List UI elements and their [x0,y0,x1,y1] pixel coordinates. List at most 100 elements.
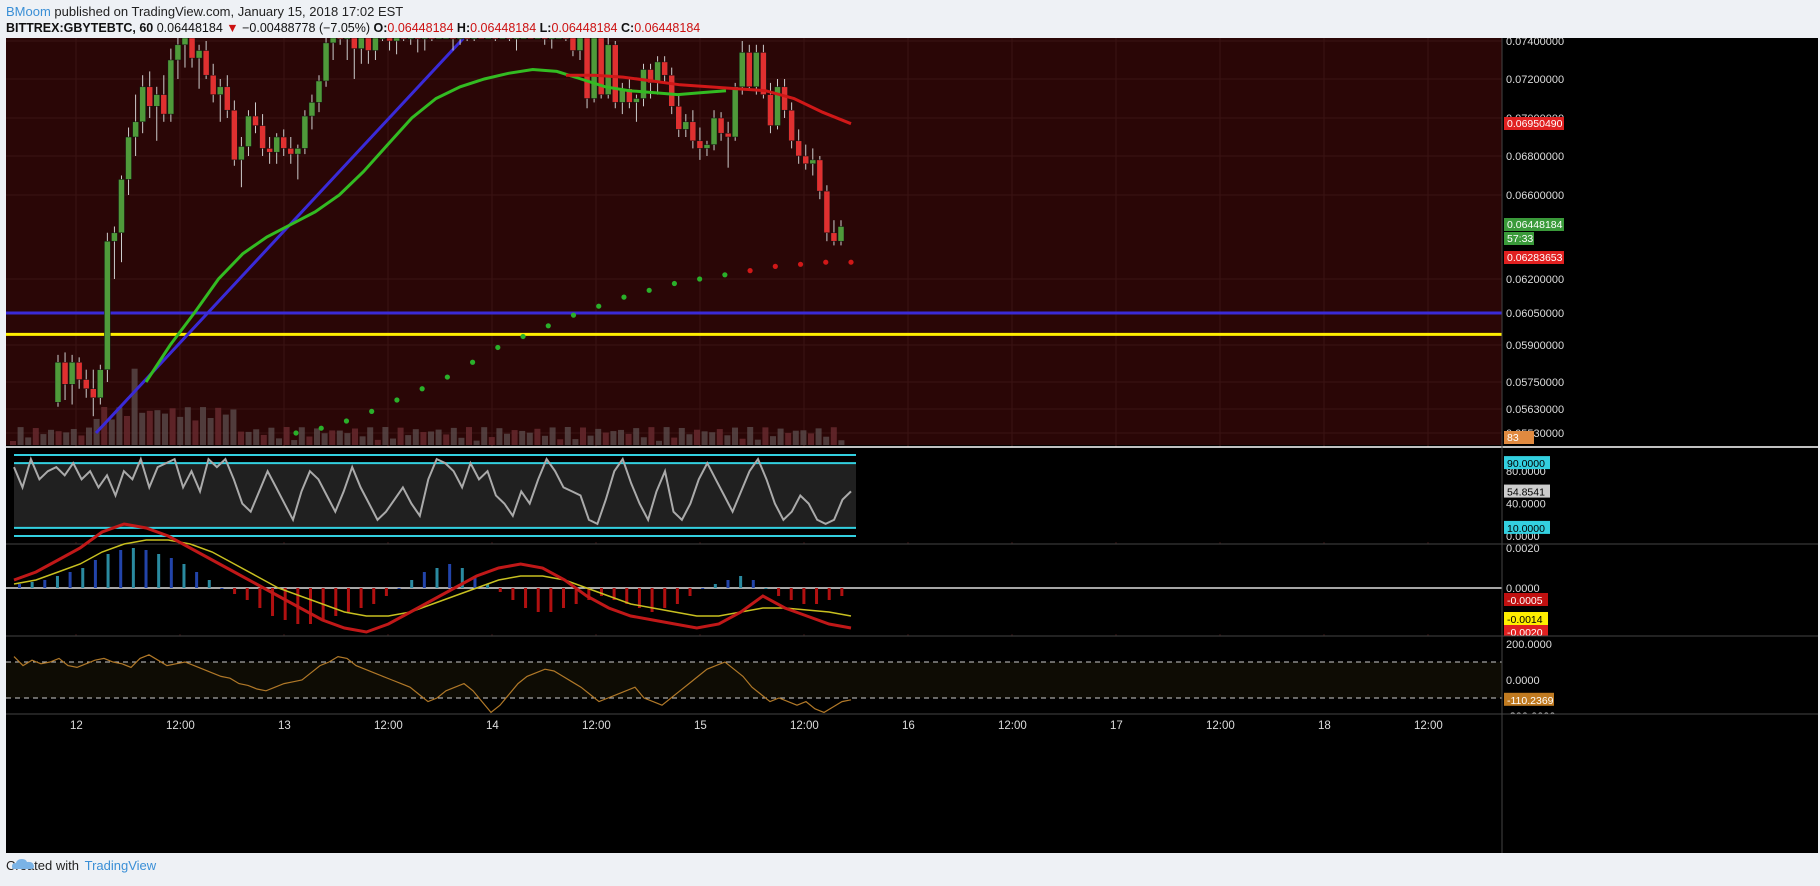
candle-body [837,226,845,242]
candle-body [682,121,690,130]
candle-body [661,61,668,76]
volume-bar [450,427,457,445]
volume-bar [298,427,305,445]
candle [195,44,203,89]
volume-bar [390,438,396,445]
candle [520,38,527,40]
macd-histogram-bar [536,588,540,612]
candle [816,156,824,200]
candle [294,144,302,180]
time-axis-bg [6,714,1818,853]
candle-body [633,98,640,103]
macd-histogram-bar [384,588,388,596]
macd-histogram-bar [713,584,717,588]
sar-dot [671,280,678,287]
volume-bar [580,427,586,445]
close-label: C: [621,21,635,35]
macd-histogram-bar [486,584,490,588]
candle [132,94,139,156]
candle-body [104,240,111,370]
candle-body [456,38,464,40]
candle-body [428,38,436,40]
chart-area[interactable]: 0.074000000.072000000.070000000.06800000… [6,38,1818,853]
macd-tag: -0.0005 [1507,595,1543,607]
tradingview-link[interactable]: TradingView [84,858,157,873]
volume-bar [374,439,381,445]
macd-histogram-bar [675,588,679,604]
volume-bar [116,407,123,445]
sar-dot [444,374,450,380]
macd-histogram-bar [599,588,603,596]
candle [626,79,633,109]
cci-tag: -110.2369 [1507,695,1554,707]
macd-histogram-bar [169,558,173,588]
candle-body [125,136,132,180]
candle [640,63,647,107]
volume-bar [754,439,761,445]
time-axis-tick: 12:00 [582,720,611,732]
time-axis-tick: 15 [694,720,707,732]
time-axis-tick: 17 [1110,720,1123,732]
sar-dot [469,359,476,365]
candle-body [273,136,280,153]
candle [506,38,513,41]
candle-body [139,86,146,123]
volume-bar [564,427,571,445]
candle-body [555,38,563,40]
macd-histogram-bar [55,576,59,588]
volume-bar [40,434,47,445]
chart-svg[interactable]: 0.074000000.072000000.070000000.06800000… [6,38,1818,853]
volume-bar [458,437,465,445]
candle [280,129,287,156]
candle [428,38,436,41]
volume-bar [633,428,640,445]
cci-tag-bg [1504,692,1554,706]
macd-histogram-bar [625,588,629,604]
candle [548,38,556,49]
volume-bar [154,410,161,445]
volume-bar [595,428,602,445]
volume-bar [359,436,366,445]
volume-bar [526,432,533,445]
high-value: 0.06448184 [470,21,537,35]
volume-bar [496,428,503,445]
candle [562,38,570,41]
open-value: 0.06448184 [387,21,454,35]
volume-bar [139,412,146,445]
author-link[interactable]: BMoom [6,4,51,19]
sar-dot [545,323,551,329]
candle-body [75,362,83,380]
volume-bar [397,427,404,445]
candle-body [506,38,513,40]
candle-body [492,38,499,40]
candle-body [604,44,612,95]
candle [724,121,732,168]
candle [351,38,358,79]
volume-bar [146,410,153,445]
candle [421,38,429,51]
candle [315,75,323,113]
candle-body [216,86,224,95]
candle-body [329,38,337,44]
volume-bar [739,438,746,445]
candle-body [224,86,231,111]
price-tag: 0.06950490 [1507,118,1563,130]
volume-bar [473,440,480,445]
candle-body [668,74,675,107]
candle-body [280,136,287,149]
candle [661,56,668,83]
macd-histogram-bar [220,588,224,589]
candle-body [421,38,429,40]
macd-histogram-bar [271,588,275,616]
candle-body [689,121,697,142]
macd-histogram-bar [359,588,363,608]
sar-dot [621,294,627,300]
rsi-line [13,456,852,526]
volume-bar [511,430,518,445]
volume-bar [435,429,442,445]
rsi-tag: 90.0000 [1507,458,1545,470]
price-tag-bg [1504,232,1534,245]
macd-axis-tick: 0.0020 [1506,543,1540,555]
candle [470,38,478,41]
candle [104,232,111,382]
